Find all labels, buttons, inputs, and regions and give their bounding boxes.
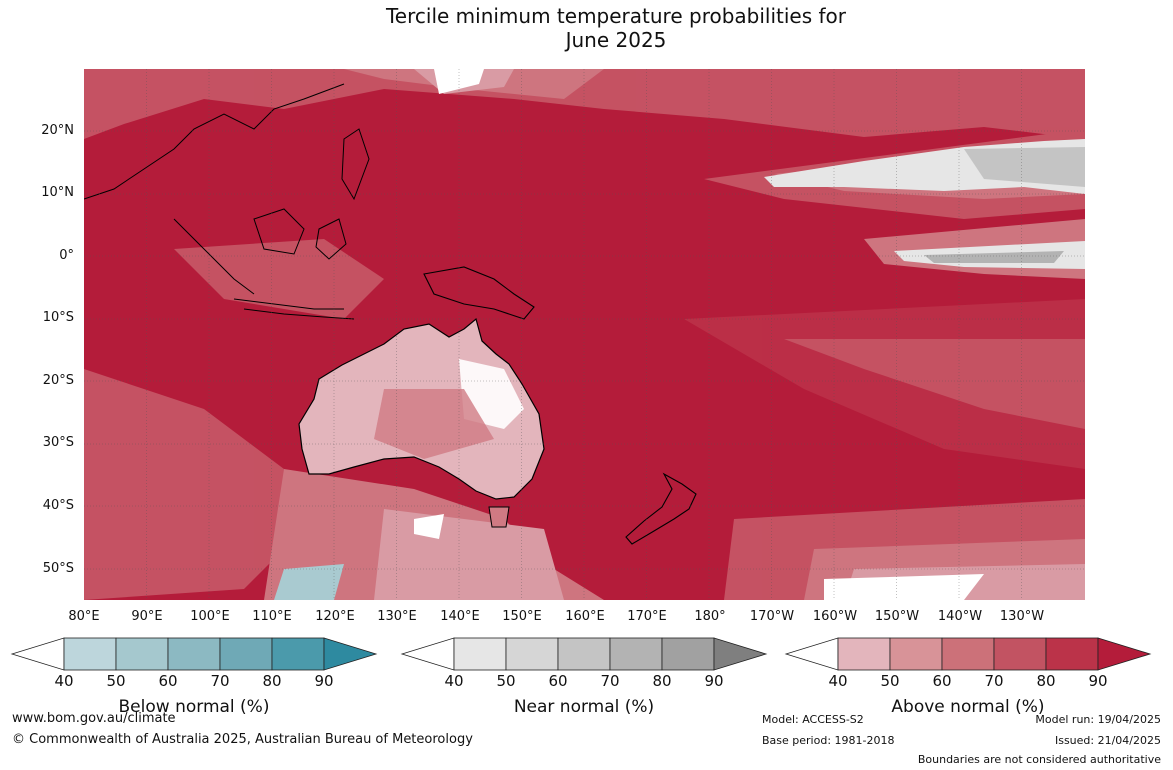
above-tick-50: 50: [880, 672, 900, 690]
lon-label-130e: 130°E: [377, 609, 417, 624]
colorbar-below-normal: [10, 637, 378, 671]
above-normal-title: Above normal (%): [891, 697, 1045, 717]
lon-label-90e: 90°E: [131, 609, 163, 624]
lon-label-80e: 80°E: [68, 609, 100, 624]
copyright-text: © Commonwealth of Australia 2025, Austra…: [12, 732, 473, 747]
below-tick-40: 40: [54, 672, 74, 690]
lon-label-160e: 160°E: [565, 609, 605, 624]
lat-label-10n: 10°N: [41, 185, 74, 200]
near-tick-80: 80: [652, 672, 672, 690]
below-tick-90: 90: [314, 672, 334, 690]
below-tick-80: 80: [262, 672, 282, 690]
map-svg: [84, 69, 1085, 600]
lon-label-100e: 100°E: [190, 609, 230, 624]
model-name: Model: ACCESS-S2: [762, 713, 864, 726]
near-normal-patches: [274, 69, 1085, 600]
lat-label-20n: 20°N: [41, 123, 74, 138]
lat-label-0: 0°: [59, 248, 74, 263]
graticule: [84, 69, 1085, 600]
lat-label-40s: 40°S: [42, 498, 74, 513]
legend-near-normal: [400, 637, 768, 671]
lon-label-150w: 150°W: [874, 609, 920, 624]
lon-label-140e: 140°E: [440, 609, 480, 624]
near-tick-50: 50: [496, 672, 516, 690]
base-period: Base period: 1981-2018: [762, 734, 895, 747]
title-line-1: Tercile minimum temperature probabilitie…: [385, 4, 847, 28]
lat-label-20s: 20°S: [42, 373, 74, 388]
near-normal-title: Near normal (%): [513, 697, 655, 717]
legend-above-normal: [784, 637, 1152, 671]
new-guinea: [423, 266, 535, 320]
model-run-date: Model run: 19/04/2025: [1035, 713, 1161, 726]
lon-label-170w: 170°W: [749, 609, 795, 624]
above-tick-40: 40: [828, 672, 848, 690]
below-tick-50: 50: [106, 672, 126, 690]
near-tick-40: 40: [444, 672, 464, 690]
website-link[interactable]: www.bom.gov.au/climate: [12, 711, 176, 726]
issued-date: Issued: 21/04/2025: [1054, 734, 1161, 747]
lon-label-150e: 150°E: [502, 609, 542, 624]
below-normal-title: Below normal (%): [118, 697, 270, 717]
asia-coastlines: [84, 83, 370, 320]
legend-below-normal: [10, 637, 378, 671]
above-tick-60: 60: [932, 672, 952, 690]
lat-label-10s: 10°S: [42, 310, 74, 325]
new-zealand: [625, 472, 697, 545]
colorbar-above-normal: [784, 637, 1152, 671]
lon-label-170e: 170°E: [627, 609, 667, 624]
near-tick-90: 90: [704, 672, 724, 690]
above-tick-80: 80: [1036, 672, 1056, 690]
lon-label-110e: 110°E: [252, 609, 292, 624]
lon-label-160w: 160°W: [812, 609, 858, 624]
probability-map: [84, 69, 1085, 600]
tasmania: [488, 506, 510, 528]
colorbar-near-normal: [400, 637, 768, 671]
below-tick-60: 60: [158, 672, 178, 690]
boundaries-disclaimer: Boundaries are not considered authoritat…: [917, 753, 1161, 766]
title-line-2: June 2025: [565, 28, 667, 52]
lon-label-130w: 130°W: [999, 609, 1045, 624]
lon-label-180: 180°: [694, 609, 726, 624]
above-tick-70: 70: [984, 672, 1004, 690]
below-tick-70: 70: [210, 672, 230, 690]
lat-label-50s: 50°S: [42, 561, 74, 576]
lat-label-30s: 30°S: [42, 435, 74, 450]
above-tick-90: 90: [1088, 672, 1108, 690]
lon-label-140w: 140°W: [937, 609, 983, 624]
near-tick-60: 60: [548, 672, 568, 690]
map-title: Tercile minimum temperature probabilitie…: [0, 4, 1173, 52]
near-tick-70: 70: [600, 672, 620, 690]
lon-label-120e: 120°E: [315, 609, 355, 624]
